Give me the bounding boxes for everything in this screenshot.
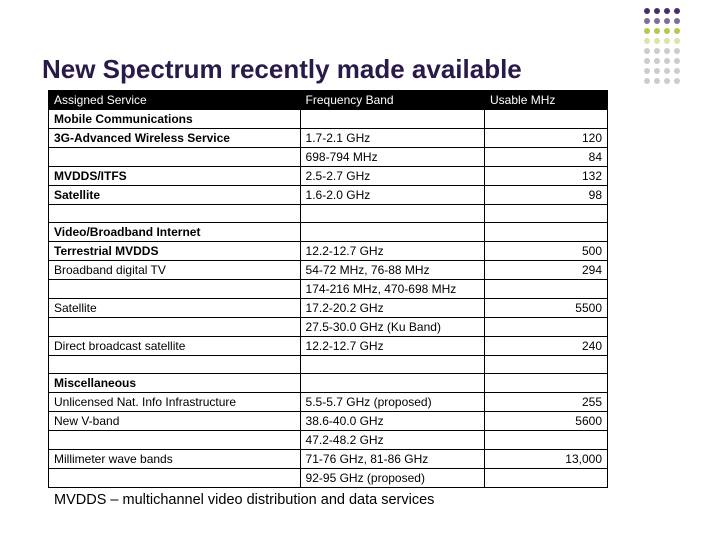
cell-service: MVDDS/ITFS bbox=[49, 167, 301, 186]
cell-frequency: 38.6-40.0 GHz bbox=[300, 412, 484, 431]
cell-service: Direct broadcast satellite bbox=[49, 337, 301, 356]
table-row bbox=[49, 205, 608, 223]
cell-service bbox=[49, 431, 301, 450]
cell-mhz bbox=[485, 374, 608, 393]
cell-service: Satellite bbox=[49, 299, 301, 318]
cell-service bbox=[49, 205, 301, 223]
table-row: New V-band38.6-40.0 GHz5600 bbox=[49, 412, 608, 431]
cell-service: Satellite bbox=[49, 186, 301, 205]
cell-mhz: 294 bbox=[485, 261, 608, 280]
cell-service: Terrestrial MVDDS bbox=[49, 242, 301, 261]
cell-frequency: 12.2-12.7 GHz bbox=[300, 242, 484, 261]
cell-mhz: 240 bbox=[485, 337, 608, 356]
table-row: 92-95 GHz (proposed) bbox=[49, 469, 608, 488]
table-row: Miscellaneous bbox=[49, 374, 608, 393]
cell-mhz bbox=[485, 356, 608, 374]
cell-service: Millimeter wave bands bbox=[49, 450, 301, 469]
cell-mhz: 13,000 bbox=[485, 450, 608, 469]
cell-service: 3G-Advanced Wireless Service bbox=[49, 129, 301, 148]
cell-service bbox=[49, 356, 301, 374]
cell-frequency: 174-216 MHz, 470-698 MHz bbox=[300, 280, 484, 299]
cell-mhz: 500 bbox=[485, 242, 608, 261]
table-row: Mobile Communications bbox=[49, 110, 608, 129]
cell-service: Broadband digital TV bbox=[49, 261, 301, 280]
table-row: 698-794 MHz84 bbox=[49, 148, 608, 167]
cell-mhz bbox=[485, 110, 608, 129]
table-row: Terrestrial MVDDS12.2-12.7 GHz500 bbox=[49, 242, 608, 261]
table-row: 27.5-30.0 GHz (Ku Band) bbox=[49, 318, 608, 337]
decorative-dots bbox=[644, 8, 680, 88]
cell-mhz: 120 bbox=[485, 129, 608, 148]
cell-mhz: 255 bbox=[485, 393, 608, 412]
cell-frequency: 698-794 MHz bbox=[300, 148, 484, 167]
cell-frequency: 54-72 MHz, 76-88 MHz bbox=[300, 261, 484, 280]
table-header-row: Assigned Service Frequency Band Usable M… bbox=[49, 91, 608, 110]
cell-frequency: 5.5-5.7 GHz (proposed) bbox=[300, 393, 484, 412]
cell-mhz bbox=[485, 469, 608, 488]
cell-mhz: 5600 bbox=[485, 412, 608, 431]
cell-frequency: 2.5-2.7 GHz bbox=[300, 167, 484, 186]
cell-mhz: 132 bbox=[485, 167, 608, 186]
cell-mhz bbox=[485, 223, 608, 242]
cell-frequency bbox=[300, 223, 484, 242]
table-row: Video/Broadband Internet bbox=[49, 223, 608, 242]
cell-frequency: 12.2-12.7 GHz bbox=[300, 337, 484, 356]
table-row: MVDDS/ITFS2.5-2.7 GHz132 bbox=[49, 167, 608, 186]
cell-frequency bbox=[300, 110, 484, 129]
cell-frequency: 71-76 GHz, 81-86 GHz bbox=[300, 450, 484, 469]
cell-frequency: 92-95 GHz (proposed) bbox=[300, 469, 484, 488]
table-row: Millimeter wave bands71-76 GHz, 81-86 GH… bbox=[49, 450, 608, 469]
cell-frequency bbox=[300, 356, 484, 374]
table-row: 3G-Advanced Wireless Service1.7-2.1 GHz1… bbox=[49, 129, 608, 148]
page-title: New Spectrum recently made available bbox=[42, 54, 522, 85]
cell-mhz: 84 bbox=[485, 148, 608, 167]
table-row: Unlicensed Nat. Info Infrastructure5.5-5… bbox=[49, 393, 608, 412]
cell-service bbox=[49, 280, 301, 299]
cell-mhz: 98 bbox=[485, 186, 608, 205]
cell-service: Video/Broadband Internet bbox=[49, 223, 301, 242]
cell-frequency bbox=[300, 374, 484, 393]
col-header-frequency: Frequency Band bbox=[300, 91, 484, 110]
cell-service bbox=[49, 469, 301, 488]
table-row: Direct broadcast satellite12.2-12.7 GHz2… bbox=[49, 337, 608, 356]
cell-service: Unlicensed Nat. Info Infrastructure bbox=[49, 393, 301, 412]
cell-frequency: 1.6-2.0 GHz bbox=[300, 186, 484, 205]
table-row bbox=[49, 356, 608, 374]
cell-frequency: 17.2-20.2 GHz bbox=[300, 299, 484, 318]
col-header-mhz: Usable MHz bbox=[485, 91, 608, 110]
table-row: 47.2-48.2 GHz bbox=[49, 431, 608, 450]
cell-mhz bbox=[485, 431, 608, 450]
table-row: 174-216 MHz, 470-698 MHz bbox=[49, 280, 608, 299]
cell-frequency bbox=[300, 205, 484, 223]
cell-service: Miscellaneous bbox=[49, 374, 301, 393]
cell-service bbox=[49, 148, 301, 167]
cell-mhz bbox=[485, 280, 608, 299]
cell-service: Mobile Communications bbox=[49, 110, 301, 129]
spectrum-table: Assigned Service Frequency Band Usable M… bbox=[48, 90, 608, 488]
table-row: Satellite1.6-2.0 GHz98 bbox=[49, 186, 608, 205]
cell-frequency: 1.7-2.1 GHz bbox=[300, 129, 484, 148]
table-row: Satellite17.2-20.2 GHz5500 bbox=[49, 299, 608, 318]
cell-mhz bbox=[485, 205, 608, 223]
spectrum-table-container: Assigned Service Frequency Band Usable M… bbox=[48, 90, 608, 488]
cell-mhz bbox=[485, 318, 608, 337]
cell-service bbox=[49, 318, 301, 337]
cell-frequency: 27.5-30.0 GHz (Ku Band) bbox=[300, 318, 484, 337]
table-row: Broadband digital TV54-72 MHz, 76-88 MHz… bbox=[49, 261, 608, 280]
cell-frequency: 47.2-48.2 GHz bbox=[300, 431, 484, 450]
footnote: MVDDS – multichannel video distribution … bbox=[54, 492, 434, 508]
cell-service: New V-band bbox=[49, 412, 301, 431]
col-header-service: Assigned Service bbox=[49, 91, 301, 110]
cell-mhz: 5500 bbox=[485, 299, 608, 318]
